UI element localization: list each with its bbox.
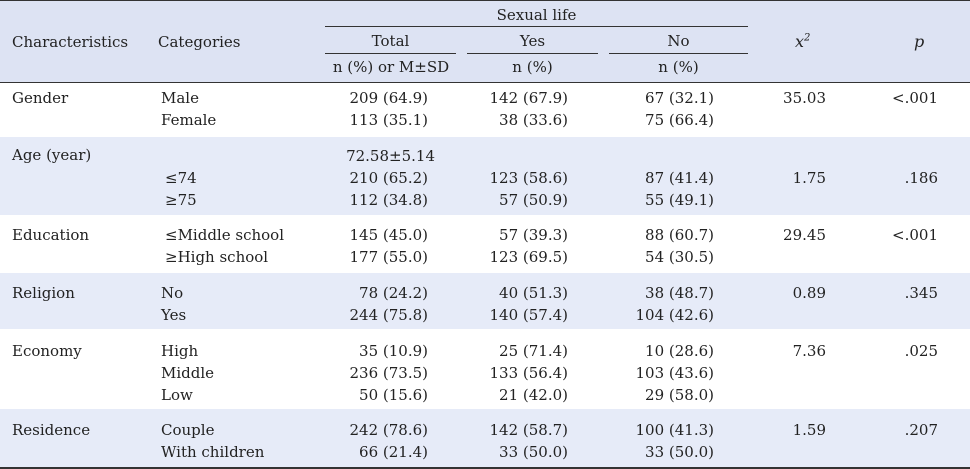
age-p: .186 bbox=[904, 169, 938, 187]
religion-chi: 0.89 bbox=[792, 284, 826, 302]
header-sexual-life: Sexual life bbox=[496, 6, 577, 24]
gender-female-total: 113 (35.1) bbox=[349, 111, 428, 129]
header-yes-sub: n (%) bbox=[512, 58, 553, 76]
education-chi: 29.45 bbox=[783, 226, 826, 244]
education-high-total: 177 (55.0) bbox=[349, 248, 428, 266]
gender-male-yes: 142 (67.9) bbox=[489, 89, 568, 107]
religion-yes-no: 104 (42.6) bbox=[635, 306, 714, 324]
age-chi: 1.75 bbox=[792, 169, 826, 187]
header-no-sub: n (%) bbox=[658, 58, 699, 76]
chi-symbol: x bbox=[795, 32, 805, 51]
economy-middle-no: 103 (43.6) bbox=[635, 364, 714, 382]
residence-p: .207 bbox=[904, 421, 938, 439]
economy-low-total: 50 (15.6) bbox=[359, 386, 428, 404]
residence-children-yes: 33 (50.0) bbox=[499, 443, 568, 461]
header-characteristics: Characteristics bbox=[12, 33, 129, 51]
religion-yes-total: 244 (75.8) bbox=[349, 306, 428, 324]
economy-chi: 7.36 bbox=[792, 342, 826, 360]
residence-children-no: 33 (50.0) bbox=[645, 443, 714, 461]
header-total: Total bbox=[371, 32, 410, 50]
economy-middle-total: 236 (73.5) bbox=[349, 364, 428, 382]
residence-couple-total: 242 (78.6) bbox=[349, 421, 428, 439]
gender-male: Male bbox=[161, 89, 199, 107]
education-middle-total: 145 (45.0) bbox=[349, 226, 428, 244]
age-ge75-yes: 57 (50.9) bbox=[499, 191, 568, 209]
gender-male-total: 209 (64.9) bbox=[349, 89, 428, 107]
age-ge75-no: 55 (49.1) bbox=[645, 191, 714, 209]
religion-band bbox=[0, 273, 970, 329]
religion-yes: Yes bbox=[161, 306, 187, 324]
gender-chi: 35.03 bbox=[783, 89, 826, 107]
economy-high-yes: 25 (71.4) bbox=[499, 342, 568, 360]
education-p: <.001 bbox=[892, 226, 938, 244]
education-middle: ≤Middle school bbox=[165, 226, 284, 244]
residence-label: Residence bbox=[12, 421, 91, 439]
religion-no-yes: 40 (51.3) bbox=[499, 284, 568, 302]
gender-female-no: 75 (66.4) bbox=[645, 111, 714, 129]
economy-middle-yes: 133 (56.4) bbox=[489, 364, 568, 382]
economy-low-no: 29 (58.0) bbox=[645, 386, 714, 404]
residence-couple-yes: 142 (58.7) bbox=[489, 421, 568, 439]
education-label: Education bbox=[12, 226, 90, 244]
yes-rule bbox=[467, 53, 598, 54]
economy-middle: Middle bbox=[161, 364, 215, 382]
education-high-yes: 123 (69.5) bbox=[489, 248, 568, 266]
economy-high-total: 35 (10.9) bbox=[359, 342, 428, 360]
bottom-rule bbox=[0, 467, 970, 469]
residence-children-total: 66 (21.4) bbox=[359, 443, 428, 461]
education-high-no: 54 (30.5) bbox=[645, 248, 714, 266]
age-le74-yes: 123 (58.6) bbox=[489, 169, 568, 187]
gender-p: <.001 bbox=[892, 89, 938, 107]
economy-low: Low bbox=[161, 386, 193, 404]
religion-no-no: 38 (48.7) bbox=[645, 284, 714, 302]
total-rule bbox=[325, 53, 456, 54]
economy-low-yes: 21 (42.0) bbox=[499, 386, 568, 404]
table-header bbox=[0, 0, 970, 83]
header-yes: Yes bbox=[519, 32, 546, 50]
economy-label: Economy bbox=[12, 342, 82, 360]
age-le74-no: 87 (41.4) bbox=[645, 169, 714, 187]
gender-label: Gender bbox=[12, 89, 69, 107]
age-ge75-total: 112 (34.8) bbox=[349, 191, 428, 209]
age-label: Age (year) bbox=[12, 146, 92, 164]
economy-high: High bbox=[161, 342, 199, 360]
education-middle-no: 88 (60.7) bbox=[645, 226, 714, 244]
header-chi-square: x2 bbox=[795, 32, 810, 52]
gender-female-yes: 38 (33.6) bbox=[499, 111, 568, 129]
religion-no-total: 78 (24.2) bbox=[359, 284, 428, 302]
no-rule bbox=[609, 53, 748, 54]
age-le74: ≤74 bbox=[165, 169, 197, 187]
age-band bbox=[0, 137, 970, 215]
residence-chi: 1.59 bbox=[792, 421, 826, 439]
residence-children: With children bbox=[161, 443, 265, 461]
age-le74-total: 210 (65.2) bbox=[349, 169, 428, 187]
sexual-life-rule bbox=[325, 26, 748, 27]
gender-female: Female bbox=[161, 111, 217, 129]
residence-couple-no: 100 (41.3) bbox=[635, 421, 714, 439]
gender-male-no: 67 (32.1) bbox=[645, 89, 714, 107]
economy-p: .025 bbox=[904, 342, 938, 360]
economy-high-no: 10 (28.6) bbox=[645, 342, 714, 360]
religion-no: No bbox=[161, 284, 184, 302]
religion-label: Religion bbox=[12, 284, 75, 302]
age-mean: 72.58±5.14 bbox=[346, 147, 435, 165]
age-ge75: ≥75 bbox=[165, 191, 197, 209]
header-p: p bbox=[914, 32, 925, 51]
education-high: ≥High school bbox=[165, 248, 269, 266]
religion-yes-yes: 140 (57.4) bbox=[489, 306, 568, 324]
header-total-sub: n (%) or M±SD bbox=[332, 58, 450, 76]
chi-superscript: 2 bbox=[804, 32, 811, 44]
header-categories: Categories bbox=[158, 33, 241, 51]
education-middle-yes: 57 (39.3) bbox=[499, 226, 568, 244]
residence-band bbox=[0, 409, 970, 467]
religion-p: .345 bbox=[904, 284, 938, 302]
header-no: No bbox=[667, 32, 690, 50]
residence-couple: Couple bbox=[161, 421, 215, 439]
